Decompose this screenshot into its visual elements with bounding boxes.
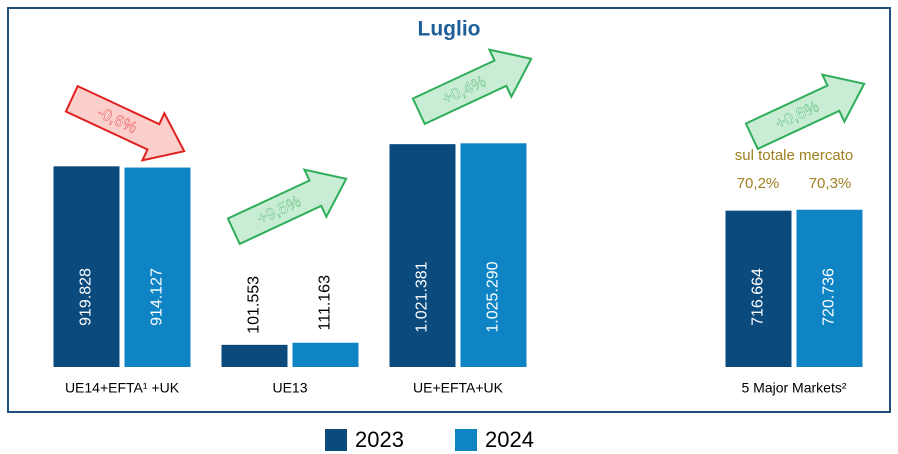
bar <box>389 144 456 367</box>
legend-label: 2023 <box>355 427 404 452</box>
arrow-shape <box>64 84 186 162</box>
change-arrow: +0,4% <box>411 48 533 126</box>
value-label: 720.736 <box>821 268 838 326</box>
value-label: 1.021.381 <box>414 261 431 332</box>
x-tick-label: 5 Major Markets² <box>741 380 846 396</box>
bar <box>460 143 527 367</box>
legend-label: 2024 <box>485 427 534 452</box>
share-label: 70,2% <box>737 175 780 192</box>
value-label: 111.163 <box>317 275 334 331</box>
bar <box>292 342 359 367</box>
arrow-shape <box>226 168 348 246</box>
x-tick-label: UE13 <box>272 380 307 396</box>
share-note: sul totale mercato <box>735 147 853 164</box>
bar <box>725 210 792 367</box>
arrow-shape <box>744 73 866 151</box>
bar <box>124 167 191 367</box>
legend-swatch <box>455 429 477 451</box>
value-label: 914.127 <box>149 268 166 326</box>
change-arrow: -0,6% <box>64 84 186 162</box>
share-label: 70,3% <box>809 175 852 192</box>
bar <box>221 344 288 367</box>
value-label: 1.025.290 <box>485 261 502 332</box>
chart-title: Luglio <box>418 18 481 41</box>
value-label: 716.664 <box>750 268 767 326</box>
bar <box>796 209 863 367</box>
arrow-shape <box>411 48 533 126</box>
value-label: 919.828 <box>78 268 95 326</box>
bar <box>53 166 120 367</box>
x-tick-label: UE14+EFTA¹ +UK <box>65 380 180 396</box>
x-tick-label: UE+EFTA+UK <box>413 380 504 396</box>
legend-swatch <box>325 429 347 451</box>
value-label: 101.553 <box>246 276 263 334</box>
